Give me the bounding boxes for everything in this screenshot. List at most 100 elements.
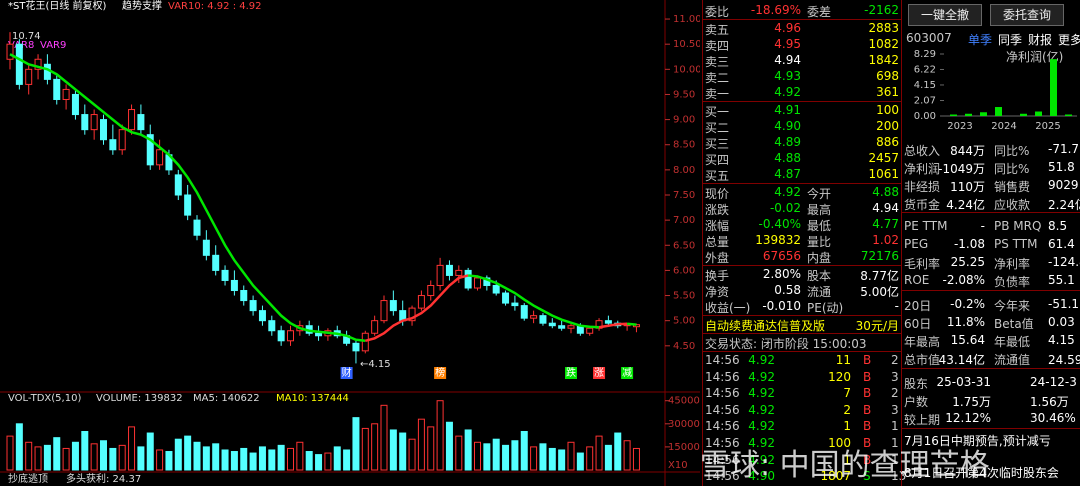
finance-value: 30.46% <box>1030 411 1076 425</box>
volume-bar <box>53 437 61 471</box>
finance-label: ROE <box>904 273 930 287</box>
volume-bar <box>34 446 42 471</box>
finance-value: 24.59亿 <box>1048 353 1080 367</box>
separator <box>703 19 901 20</box>
volume-bar <box>511 440 519 471</box>
candle-body <box>492 284 500 294</box>
trade-side: B <box>863 452 872 467</box>
candle-body <box>502 292 510 304</box>
trade-status: 交易状态: 闭市阶段 15:00:03 <box>705 337 867 351</box>
finance-label: PB MRQ <box>994 219 1042 233</box>
tab: 财报 <box>1028 33 1053 47</box>
ask-label: 卖三 <box>705 55 730 69</box>
quote-value: -0.02 <box>769 201 801 215</box>
separator <box>703 101 901 102</box>
footer-item: 抄底逃顶 <box>8 472 48 485</box>
x-tick-label: 2025 <box>1035 121 1060 132</box>
volume-bar <box>464 429 472 471</box>
profit-bar <box>1065 114 1072 116</box>
separator <box>703 183 901 184</box>
finance-label: PE TTM <box>904 219 948 233</box>
stat-value: -0.010 <box>762 299 801 313</box>
action-button[interactable]: 一键全撤 <box>908 4 982 26</box>
volume-bar <box>343 449 351 471</box>
ask-price: 4.96 <box>774 21 801 35</box>
quote-value: 72176 <box>860 249 899 263</box>
volume-bar <box>249 452 257 471</box>
event-marker-bg <box>340 367 353 379</box>
candle-body <box>15 43 23 85</box>
y-tick-label: 10.50 <box>673 39 700 50</box>
candle-body <box>193 219 201 236</box>
y-tick-label: 15000 <box>668 442 700 453</box>
candle-body <box>118 129 126 151</box>
ask-volume: 1842 <box>868 53 899 67</box>
finance-value: 110万 <box>950 180 985 194</box>
volume-bar <box>548 447 556 471</box>
volume-bar <box>389 429 397 471</box>
quote-value: 4.88 <box>872 185 899 199</box>
finance-value: -71.7 <box>1048 142 1080 156</box>
quote-value: 1.02 <box>872 233 899 247</box>
bid-price: 4.90 <box>774 119 801 133</box>
finance-label: 年最高 <box>904 335 941 349</box>
tab: 更多 <box>1058 33 1080 47</box>
trade-side: B <box>863 419 872 434</box>
y-tick-label: 6.00 <box>673 265 695 276</box>
volume-bar <box>118 444 126 471</box>
trade-volume: 1 <box>843 419 851 434</box>
action-button[interactable]: 委托查询 <box>990 4 1064 26</box>
volume-bar <box>137 446 145 471</box>
y-tick-label: 11.00 <box>673 14 700 25</box>
y-tick-label: 8.29 <box>914 49 936 60</box>
y-tick-label: 8.00 <box>673 165 695 176</box>
volume-bar <box>371 423 379 471</box>
x-tick-label: 2023 <box>947 121 972 132</box>
finance-value: 8.5 <box>1048 219 1068 233</box>
volume-bar <box>492 438 500 471</box>
trade-time: 14:56 <box>705 452 740 467</box>
news-item: 8月1日召开第4次临时股东会 <box>904 466 1059 480</box>
volume-bar <box>128 426 136 471</box>
candle-body <box>361 332 369 352</box>
quote-label: 涨幅 <box>705 219 730 233</box>
finance-label: 总市值 <box>904 353 941 367</box>
diff-value: -2162 <box>864 3 899 17</box>
volume-bar <box>502 444 510 471</box>
stock-code: 603007 <box>906 31 952 45</box>
trade-time: 14:56 <box>705 469 740 484</box>
quote-label: 涨跌 <box>705 203 730 217</box>
volume-bar <box>277 444 285 471</box>
candle-body <box>464 269 472 289</box>
finance-value: 25.25 <box>950 255 985 269</box>
bid-label: 买二 <box>705 121 730 135</box>
profit-bar <box>1035 111 1042 116</box>
event-marker-bg <box>593 367 606 379</box>
volume-bar <box>43 444 51 471</box>
trade-count: 2 <box>891 386 899 401</box>
finance-value: - <box>980 219 985 233</box>
finance-value: 2.24亿 <box>1048 198 1080 212</box>
finance-label: PEG <box>904 237 929 251</box>
finance-label: 同比% <box>994 162 1030 176</box>
event-marker: 涨 <box>594 367 604 379</box>
ask-volume: 361 <box>876 85 899 99</box>
candle-body <box>530 315 538 319</box>
volume-bar <box>623 440 631 471</box>
ratio-label: 委比 <box>705 5 730 19</box>
volume-bar <box>230 451 238 471</box>
finance-label: 非经损 <box>904 180 941 194</box>
quote-label: 量比 <box>807 235 832 249</box>
candle-body <box>174 174 182 196</box>
finance-label: 应收款 <box>994 198 1031 212</box>
separator <box>902 212 1080 213</box>
trade-volume: 7 <box>843 386 851 401</box>
profit-bar <box>1020 113 1027 116</box>
finance-value: 43.14亿 <box>938 353 985 367</box>
volume-bar <box>604 444 612 471</box>
trade-side: B <box>863 436 872 450</box>
stat-value: 5.00亿 <box>860 285 899 299</box>
candle-body <box>427 284 435 297</box>
profit-bar <box>1050 59 1057 116</box>
candle-body <box>34 58 42 70</box>
